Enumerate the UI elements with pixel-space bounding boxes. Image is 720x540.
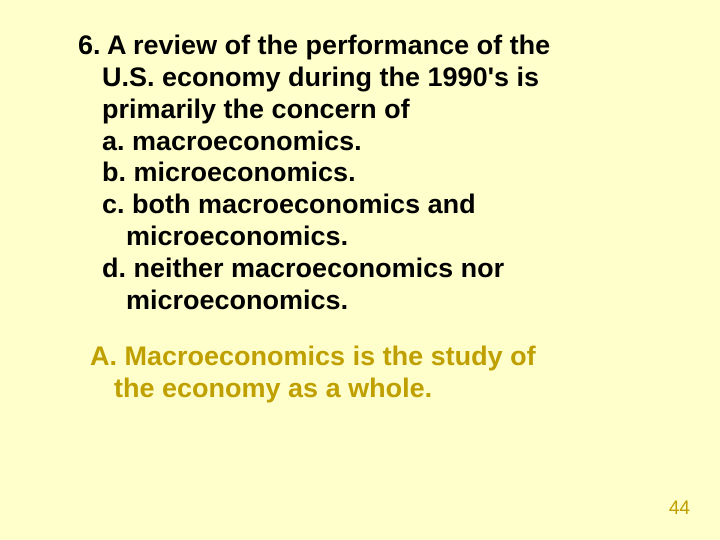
answer-line-2: the economy as a whole.	[54, 373, 666, 405]
answer-block: A. Macroeconomics is the study of the ec…	[54, 341, 666, 405]
option-d-line-1: d. neither macroeconomics nor	[54, 253, 666, 285]
page-number: 44	[669, 498, 690, 520]
question-block: 6. A review of the performance of the U.…	[54, 30, 666, 317]
option-a: a. macroeconomics.	[54, 126, 666, 158]
option-c-line-1: c. both macroeconomics and	[54, 189, 666, 221]
answer-line-1: A. Macroeconomics is the study of	[54, 341, 666, 373]
question-stem-line-2: U.S. economy during the 1990's is	[54, 62, 666, 94]
question-stem-line-1: 6. A review of the performance of the	[54, 30, 666, 62]
slide: 6. A review of the performance of the U.…	[0, 0, 720, 540]
option-c-line-2: microeconomics.	[54, 221, 666, 253]
question-stem-line-3: primarily the concern of	[54, 94, 666, 126]
option-d-line-2: microeconomics.	[54, 285, 666, 317]
option-b: b. microeconomics.	[54, 157, 666, 189]
